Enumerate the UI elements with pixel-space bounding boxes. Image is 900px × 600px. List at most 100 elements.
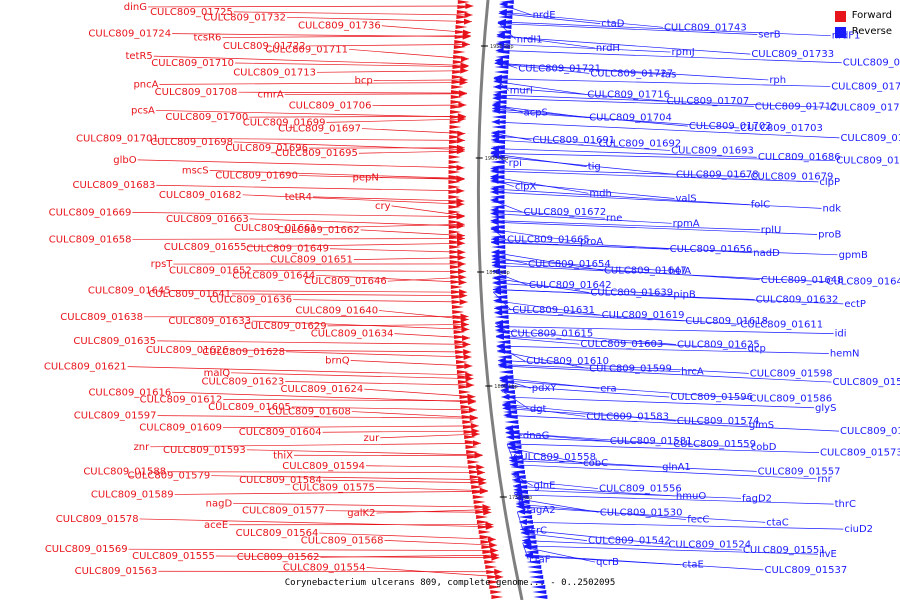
reverse-gene-label: CULC809_01715 [830, 102, 900, 113]
forward-gene-arrow [448, 210, 461, 214]
forward-gene-arrow [453, 50, 466, 54]
forward-gene-label: CULC809_01579 [128, 471, 211, 482]
reverse-gene-label: valS [675, 194, 696, 205]
reverse-gene-arrow [498, 360, 513, 364]
forward-gene-arrow [457, 249, 466, 256]
reverse-gene-label: idi [835, 329, 847, 340]
reverse-connector [491, 139, 671, 151]
forward-gene-arrow [454, 340, 467, 344]
reverse-gene-label: cobC [583, 458, 608, 469]
reverse-gene-arrow [490, 155, 505, 159]
reverse-connector [520, 532, 587, 541]
forward-gene-label: CULC809_01669 [49, 207, 132, 218]
forward-gene-arrow [460, 405, 473, 409]
forward-gene-label: CULC809_01588 [83, 467, 166, 478]
forward-gene-arrow [448, 180, 461, 184]
forward-gene-label: pepN [352, 173, 378, 184]
forward-gene-label: CULC809_01651 [270, 255, 353, 266]
forward-gene-arrow [449, 120, 462, 124]
forward-gene-label: CULC809_01633 [168, 316, 251, 327]
forward-gene-arrow [476, 464, 485, 471]
forward-gene-arrow [474, 505, 487, 509]
reverse-gene-label: ectP [844, 299, 866, 310]
forward-gene-arrow [448, 195, 461, 199]
forward-gene-arrow [461, 321, 470, 328]
reverse-gene-arrow [490, 195, 505, 199]
reverse-gene-label: qcrB [596, 557, 619, 568]
forward-gene-label: CULC809_01713 [233, 67, 316, 78]
reverse-gene-label: CULC809_01665 [507, 235, 590, 246]
reverse-gene-arrow [506, 440, 521, 444]
forward-gene-arrow [488, 536, 497, 543]
reverse-connector [511, 473, 533, 487]
reverse-gene-arrow [509, 460, 524, 464]
forward-connector [167, 471, 486, 473]
forward-gene-arrow [452, 320, 465, 324]
forward-connector [291, 406, 477, 411]
forward-gene-arrow [464, 11, 473, 18]
reverse-gene-label: CULC809_01581 [610, 436, 693, 447]
reverse-gene-label: CULC809_01743 [664, 22, 747, 33]
forward-connector [229, 349, 472, 353]
forward-connector [156, 184, 465, 192]
forward-gene-label: CULC809_01623 [201, 376, 284, 387]
reverse-gene-arrow [495, 55, 510, 59]
forward-gene-arrow [461, 326, 470, 333]
forward-connector [137, 159, 465, 169]
reverse-gene-arrow [508, 455, 523, 459]
reverse-gene-label: folC [751, 200, 770, 211]
forward-gene-label: nagD [206, 498, 233, 509]
reverse-connector [491, 258, 669, 272]
forward-gene-arrow [451, 80, 464, 84]
reverse-gene-label: CULC809_01574 [677, 416, 760, 427]
forward-gene-arrow [468, 465, 481, 469]
forward-gene-arrow [449, 140, 462, 144]
axis-tick-label: 1950 kbp [490, 44, 514, 50]
forward-gene-arrow [456, 221, 465, 228]
reverse-gene-arrow [493, 80, 508, 84]
forward-gene-arrow [494, 568, 503, 575]
reverse-gene-label: clpP [819, 177, 840, 188]
reverse-gene-label: CULC809_01729 [831, 81, 900, 92]
forward-gene-label: CULC809_01696 [225, 143, 308, 154]
forward-gene-label: CULC809_01645 [88, 286, 171, 297]
legend-forward: Forward [834, 8, 892, 24]
reverse-connector [496, 43, 671, 53]
forward-gene-arrow [456, 360, 469, 364]
forward-gene-arrow [459, 79, 468, 86]
reverse-connector [497, 359, 749, 374]
reverse-connector [495, 329, 676, 345]
reverse-connector [516, 506, 766, 523]
reverse-connector [500, 385, 670, 398]
forward-gene-arrow [456, 164, 465, 171]
reverse-connector [520, 529, 668, 545]
reverse-gene-arrow [490, 170, 505, 174]
reverse-gene-label: era [600, 383, 616, 394]
forward-gene-arrow [449, 130, 462, 134]
reverse-connector [500, 389, 530, 410]
reverse-gene-label: CULC809_01686 [758, 152, 841, 163]
reverse-gene-arrow [493, 295, 508, 299]
forward-gene-arrow [478, 530, 491, 534]
reverse-gene-arrow [492, 279, 501, 286]
forward-connector [174, 490, 488, 495]
reverse-gene-arrow [529, 575, 544, 579]
forward-gene-label: CULC809_01589 [91, 489, 174, 500]
reverse-connector [506, 444, 513, 458]
reverse-gene-arrow [495, 330, 510, 334]
forward-gene-arrow [449, 260, 462, 264]
forward-gene-label: rpsT [151, 259, 174, 270]
forward-gene-label: CULC809_01577 [242, 506, 325, 517]
forward-connector [223, 399, 476, 402]
reverse-gene-label: CULC809_01596 [670, 392, 753, 403]
reverse-gene-label: acpS [524, 107, 548, 118]
reverse-gene-arrow [510, 465, 525, 469]
reverse-gene-label: dgt [530, 404, 547, 415]
reverse-gene-label: nrdI1 [517, 34, 543, 45]
forward-gene-label: CULC809_01646 [304, 276, 387, 287]
reverse-gene-label: fagA2 [526, 505, 555, 516]
forward-gene-arrow [458, 102, 467, 109]
reverse-gene-arrow [527, 565, 542, 569]
reverse-gene-label: CULC809_01586 [749, 394, 832, 405]
reverse-connector [494, 63, 590, 74]
